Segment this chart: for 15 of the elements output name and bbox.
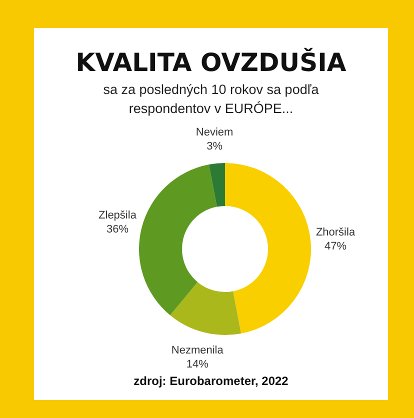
slice-label: Zhoršila xyxy=(316,226,356,239)
slice-label: Nezmenila xyxy=(171,344,224,357)
donut-slice xyxy=(225,163,311,334)
slice-label: Zlepšila xyxy=(98,209,138,222)
donut-slice xyxy=(208,163,225,207)
chart-subtitle: sa za posledných 10 rokov sa podľa respondentov v EURÓPE... xyxy=(102,81,320,118)
donut-slice xyxy=(170,282,242,335)
donut-slice xyxy=(139,164,217,316)
chart-title: KVALITA OVZDUŠIA xyxy=(74,48,348,78)
data-label: 14% xyxy=(186,358,209,371)
text: zdroj: Eurobarometer, 2022 xyxy=(132,374,290,388)
data-label: 3% xyxy=(206,140,223,152)
data-label: 47% xyxy=(324,240,347,253)
slice-label: Neviem xyxy=(196,126,234,138)
data-label: 36% xyxy=(106,223,129,236)
